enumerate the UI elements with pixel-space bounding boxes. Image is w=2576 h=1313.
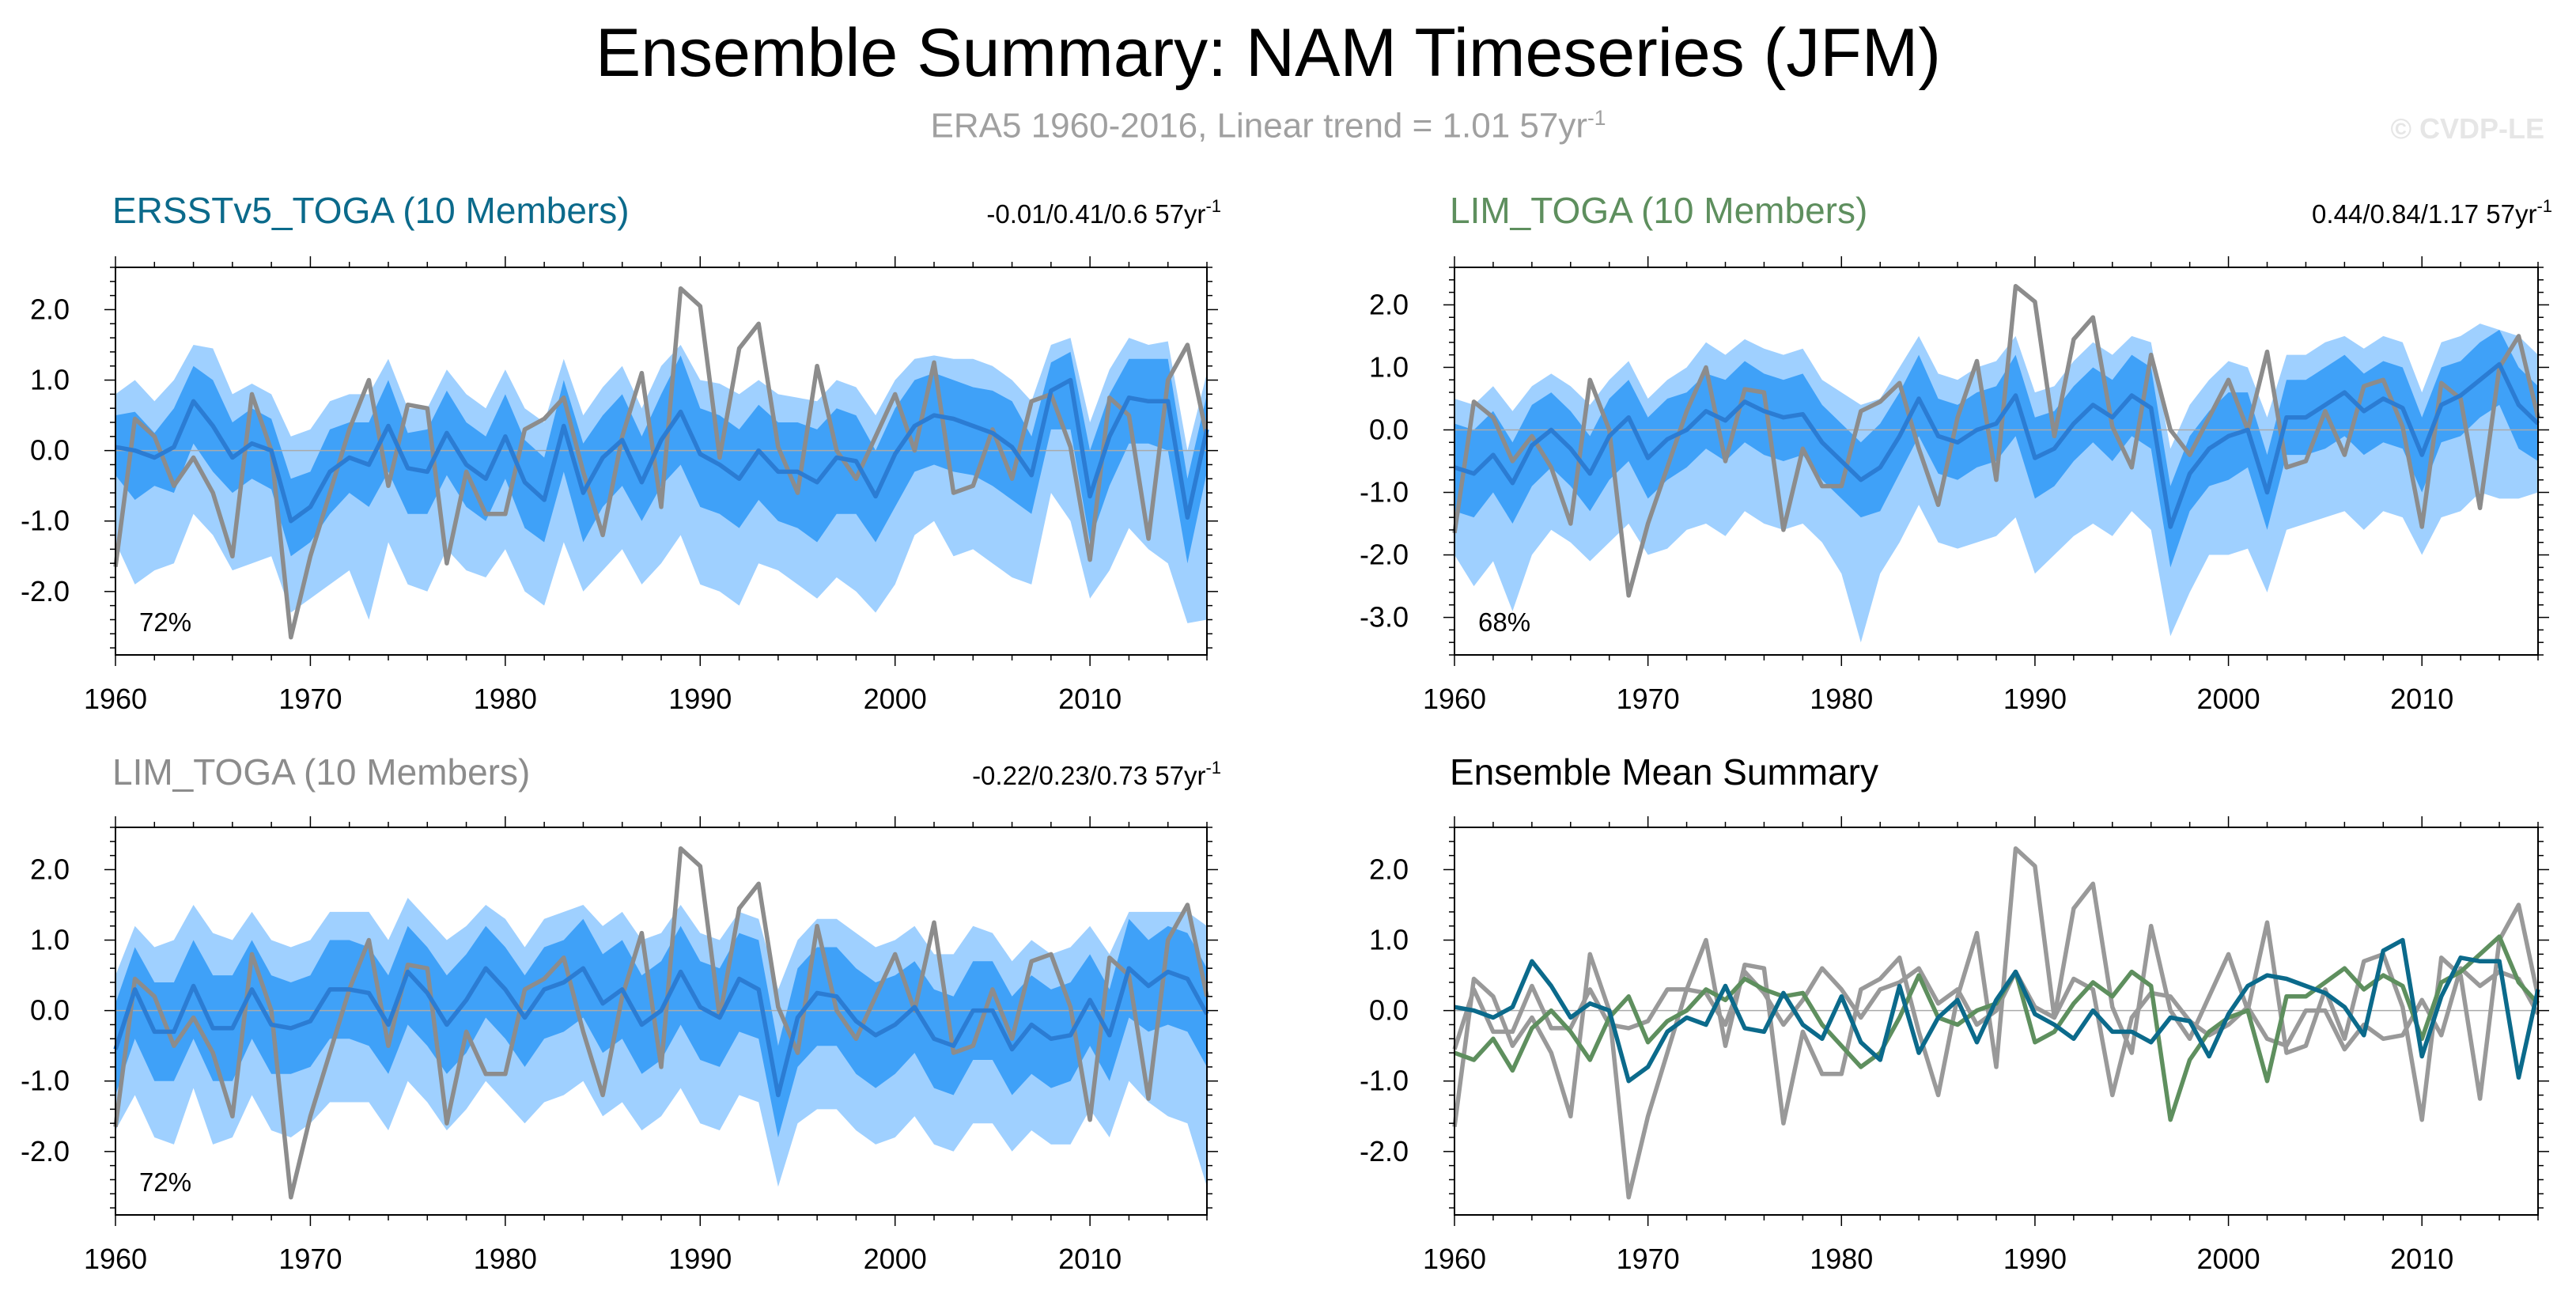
y-tick-label: 2.0 [30, 853, 70, 885]
summary-ersst-line [1454, 937, 2540, 1084]
panel-trend-exponent: -1 [1205, 196, 1221, 216]
x-tick-label: 1990 [2003, 1243, 2067, 1275]
panel-percent: 72% [139, 607, 191, 637]
y-tick-label: -1.0 [21, 1065, 70, 1097]
y-tick-label: 1.0 [30, 924, 70, 956]
panel-title: LIM_TOGA (10 Members) [112, 751, 530, 793]
y-tick-label: 2.0 [30, 293, 70, 325]
x-tick-label: 2010 [1058, 683, 1122, 715]
panel-trend-text: -0.22/0.23/0.73 57yr [972, 761, 1205, 790]
x-tick-label: 1980 [1810, 1243, 1873, 1275]
x-tick-label: 2000 [2197, 683, 2260, 715]
panel-title: LIM_TOGA (10 Members) [1450, 190, 1867, 231]
inner-range-band [115, 351, 1207, 564]
y-tick-label: -1.0 [1360, 476, 1409, 509]
y-tick-label: 0.0 [30, 994, 70, 1027]
y-tick-label: 0.0 [1369, 413, 1409, 445]
observed-line [1452, 283, 2540, 598]
y-tick-label: -1.0 [21, 505, 70, 537]
x-tick-label: 2010 [2390, 683, 2453, 715]
y-tick-label: 0.0 [1369, 994, 1409, 1027]
plot-frame [1454, 827, 2539, 1216]
observed-line [113, 846, 1209, 1200]
y-tick-label: 2.0 [1369, 853, 1409, 885]
panel-trend-exponent: -1 [1205, 758, 1221, 778]
panel-trend-text: 0.44/0.84/1.17 57yr [2312, 199, 2536, 229]
y-tick-label: -3.0 [1360, 601, 1409, 634]
x-tick-label: 1960 [1423, 1243, 1486, 1275]
x-tick-label: 1960 [1423, 683, 1486, 715]
panel-bottom-left: -2.0 -1.0 0.0 1.0 2.0 1960 1970 1980 1990 2000 201… [21, 751, 1221, 1275]
panel-title: Ensemble Mean Summary [1450, 751, 1878, 793]
panel-trend: 0.44/0.84/1.17 57yr-1 [2312, 196, 2552, 229]
x-tick-label: 2010 [1058, 1243, 1122, 1275]
x-tick-label: 1980 [1810, 683, 1873, 715]
x-tick-label: 1980 [474, 683, 537, 715]
inner-range-band [115, 918, 1207, 1137]
y-tick-label: -2.0 [1360, 539, 1409, 571]
x-tick-label: 1980 [474, 1243, 537, 1275]
panel-trend-text: -0.01/0.41/0.6 57yr [986, 199, 1205, 229]
y-tick-label: -1.0 [1360, 1065, 1409, 1097]
panel-trend-exponent: -1 [2536, 196, 2552, 216]
subtitle: ERA5 1960-2016, Linear trend = 1.01 57yr… [0, 106, 2536, 146]
panel-title: ERSSTv5_TOGA (10 Members) [112, 190, 630, 231]
panel-percent: 72% [139, 1167, 191, 1197]
panel-trend: -0.01/0.41/0.6 57yr-1 [986, 196, 1221, 229]
ensemble-mean-line [115, 377, 1209, 524]
panel-top-left: -2.0 -1.0 0.0 1.0 2.0 1960 1970 1980 1990 2000 201… [21, 190, 1221, 715]
y-tick-label: 1.0 [1369, 350, 1409, 383]
y-tick-label: 0.0 [30, 434, 70, 467]
y-tick-label: -2.0 [1360, 1135, 1409, 1167]
ensemble-mean-line [1454, 361, 2540, 529]
panel-trend: -0.22/0.23/0.73 57yr-1 [972, 758, 1221, 790]
y-tick-label: 1.0 [1369, 924, 1409, 956]
subtitle-unit-exponent: -1 [1587, 106, 1606, 130]
ensemble-mean-line [113, 966, 1209, 1098]
x-tick-label: 1990 [668, 683, 732, 715]
x-tick-label: 2000 [2197, 1243, 2260, 1275]
y-tick-label: -2.0 [21, 1135, 70, 1167]
x-tick-label: 1970 [278, 683, 342, 715]
x-tick-label: 1990 [668, 1243, 732, 1275]
x-tick-label: 1970 [278, 1243, 342, 1275]
observed-line [113, 286, 1209, 640]
inner-range-band [1454, 330, 2538, 568]
x-tick-label: 2000 [864, 683, 927, 715]
summary-obs-line [1452, 846, 2540, 1200]
x-tick-label: 1960 [84, 683, 147, 715]
y-tick-label: -2.0 [21, 575, 70, 607]
watermark: © CVDP-LE [2390, 112, 2544, 145]
subtitle-text: ERA5 1960-2016, Linear trend = 1.01 57yr [930, 106, 1587, 146]
y-tick-label: 2.0 [1369, 288, 1409, 320]
x-tick-label: 1990 [2003, 683, 2067, 715]
x-tick-label: 1960 [84, 1243, 147, 1275]
panel-bottom-right: -2.0 -1.0 0.0 1.0 2.0 1960 1970 1980 1990 2000 201… [1360, 751, 2549, 1275]
panel-percent: 68% [1478, 607, 1530, 637]
y-tick-label: 1.0 [30, 364, 70, 396]
panel-top-right: -3.0 -2.0 -1.0 0.0 1.0 2.0 1960 1970 1980 1990 200… [1360, 190, 2552, 715]
x-tick-label: 2000 [864, 1243, 927, 1275]
x-tick-label: 2010 [2390, 1243, 2453, 1275]
x-tick-label: 1970 [1617, 1243, 1680, 1275]
x-tick-label: 1970 [1617, 683, 1680, 715]
main-title: Ensemble Summary: NAM Timeseries (JFM) [595, 15, 1942, 91]
summary-lim2-line [1452, 966, 2540, 1098]
